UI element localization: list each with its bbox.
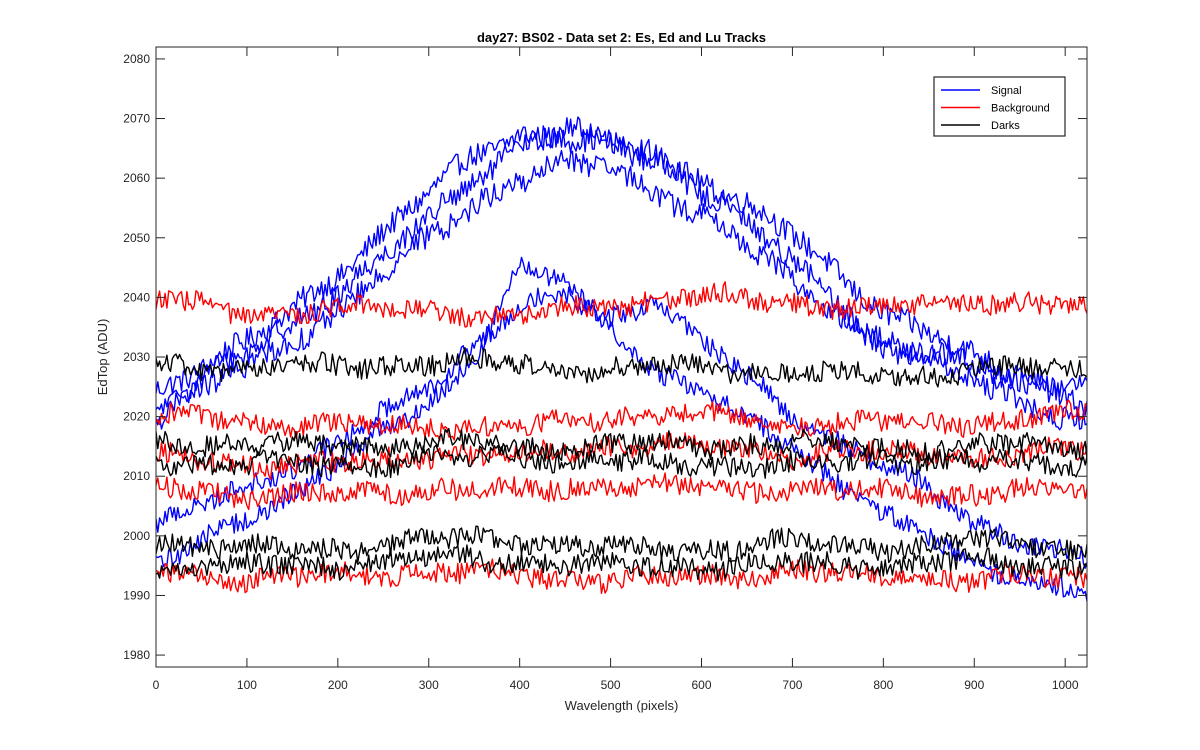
y-tick-label: 2050 [123, 231, 150, 245]
series-line-darks [156, 525, 1087, 564]
x-tick-label: 100 [237, 678, 257, 692]
x-axis-title: Wavelength (pixels) [565, 698, 679, 713]
series-line-signal [156, 256, 1087, 602]
series-line-background [156, 399, 1087, 442]
y-tick-label: 2070 [123, 112, 150, 126]
y-tick-label: 2060 [123, 171, 150, 185]
x-tick-label: 300 [419, 678, 439, 692]
y-tick-label: 2020 [123, 410, 150, 424]
x-tick-label: 600 [691, 678, 711, 692]
series-line-darks [156, 544, 1087, 582]
legend-label-signal: Signal [991, 85, 1022, 97]
legend-label-background: Background [991, 103, 1050, 115]
legend-box [933, 76, 1066, 137]
x-tick-label: 800 [873, 678, 893, 692]
x-tick-label: 1000 [1052, 678, 1079, 692]
x-tick-label: 200 [328, 678, 348, 692]
chart-title: day27: BS02 - Data set 2: Es, Ed and Lu … [477, 30, 766, 45]
y-tick-label: 2080 [123, 52, 150, 66]
x-tick-label: 400 [510, 678, 530, 692]
series-line-background [156, 558, 1087, 594]
series-line-darks [156, 444, 1087, 479]
y-tick-label: 2030 [123, 350, 150, 364]
series-line-background [156, 281, 1087, 328]
y-tick-label: 2010 [123, 469, 150, 483]
y-axis-title: EdTop (ADU) [95, 319, 110, 396]
series-line-background [156, 472, 1087, 511]
x-tick-label: 500 [601, 678, 621, 692]
y-tick-label: 1990 [123, 588, 150, 602]
legend: Signal Background Darks [933, 76, 1066, 137]
legend-label-darks: Darks [991, 120, 1020, 132]
y-tick-label: 2000 [123, 529, 150, 543]
x-tick-label: 700 [782, 678, 802, 692]
x-tick-label: 900 [964, 678, 984, 692]
series-line-darks [156, 347, 1087, 388]
y-tick-label: 2040 [123, 290, 150, 304]
x-tick-label: 0 [153, 678, 160, 692]
series-line-signal [156, 149, 1087, 431]
series-line-signal [156, 125, 1087, 417]
series-layer [156, 116, 1087, 602]
axes-layer: 0 100 200 300 400 500 600 700 800 900 1000 1980 1990… [123, 47, 1087, 692]
series-line-darks [156, 427, 1087, 464]
series-line-signal [156, 116, 1087, 415]
y-tick-label: 1980 [123, 648, 150, 662]
